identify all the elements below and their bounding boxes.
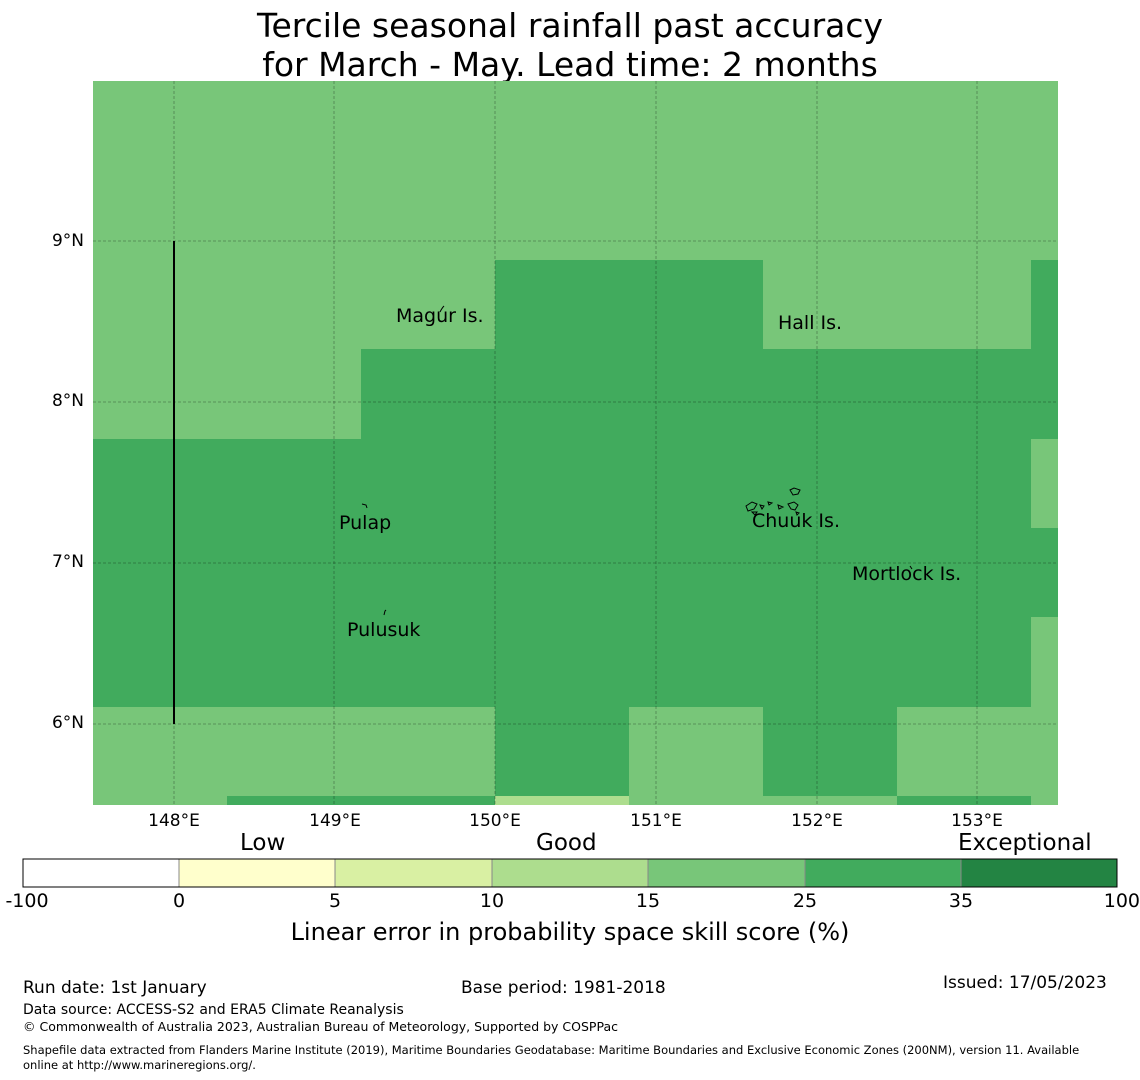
grid-cell bbox=[495, 260, 763, 796]
chart-title-line1: Tercile seasonal rainfall past accuracy bbox=[256, 6, 884, 45]
base-period: Base period: 1981-2018 bbox=[461, 978, 666, 998]
grid-cell bbox=[1031, 617, 1058, 804]
colorbar-segment bbox=[22, 858, 180, 888]
colorbar-tick-25: 25 bbox=[792, 890, 818, 912]
grid-cell bbox=[361, 349, 495, 439]
colorbar-title: Linear error in probability space skill … bbox=[290, 918, 850, 946]
grid-cell bbox=[1031, 260, 1058, 439]
category-label-exceptional: Exceptional bbox=[958, 830, 1092, 856]
lon-label-150e: 150°E bbox=[469, 811, 521, 831]
copyright: © Commonwealth of Australia 2023, Austra… bbox=[23, 1019, 618, 1034]
chuuk-lagoon-outline bbox=[745, 487, 801, 516]
colorbar-tick-35: 35 bbox=[948, 890, 974, 912]
place-label-pulusuk: Pulusuk bbox=[347, 619, 421, 641]
pulap-island-outline bbox=[361, 503, 368, 509]
place-label-mortlock: Mortlock Is. bbox=[852, 563, 962, 585]
colorbar-tick-15: 15 bbox=[635, 890, 661, 912]
colorbar-segment bbox=[178, 858, 336, 888]
lon-label-152e: 152°E bbox=[791, 811, 843, 831]
pulusuk-island-outline bbox=[383, 609, 387, 616]
run-date: Run date: 1st January bbox=[23, 978, 207, 998]
shapefile-credit-line1: Shapefile data extracted from Flanders M… bbox=[23, 1043, 1080, 1057]
colorbar-segment bbox=[804, 858, 962, 888]
category-label-low: Low bbox=[240, 830, 286, 856]
colorbar-tick-10: 10 bbox=[479, 890, 505, 912]
colorbar-tick-0: 0 bbox=[172, 890, 186, 912]
colorbar-frame bbox=[22, 858, 1118, 888]
place-label-hall: Hall Is. bbox=[778, 312, 843, 334]
colorbar bbox=[22, 858, 1118, 888]
place-label-pulap: Pulap bbox=[339, 512, 392, 534]
lat-label-9n: 9°N bbox=[51, 231, 84, 251]
lat-label-7n: 7°N bbox=[51, 552, 84, 572]
colorbar-segment bbox=[647, 858, 806, 888]
map-gridlines bbox=[93, 81, 1058, 805]
skill-grid bbox=[93, 81, 1058, 805]
lon-label-149e: 149°E bbox=[309, 811, 361, 831]
colorbar-tick-neg100: -100 bbox=[5, 890, 49, 912]
place-label-chuuk: Chuuk Is. bbox=[752, 510, 840, 532]
mortlock-island-outline bbox=[909, 565, 913, 570]
grid-cell bbox=[1031, 528, 1058, 617]
lat-label-8n: 8°N bbox=[51, 391, 84, 411]
magur-island-outline bbox=[439, 305, 445, 313]
grid-cell bbox=[897, 707, 1031, 796]
colorbar-segment bbox=[491, 858, 649, 888]
place-label-magur: Magur Is. bbox=[396, 305, 484, 327]
island-outlines bbox=[361, 305, 913, 616]
colorbar-tick-100: 100 bbox=[1103, 890, 1140, 912]
lon-label-153e: 153°E bbox=[951, 811, 1003, 831]
colorbar-segment bbox=[334, 858, 493, 888]
grid-cell bbox=[93, 439, 495, 707]
colorbar-segment bbox=[960, 858, 1118, 888]
chart-title-line2: for March - May. Lead time: 2 months bbox=[262, 45, 878, 84]
colorbar-tick-5: 5 bbox=[328, 890, 342, 912]
grid-cell bbox=[495, 796, 629, 805]
grid-cell bbox=[897, 796, 1031, 805]
grid-cell bbox=[629, 707, 763, 796]
lon-label-148e: 148°E bbox=[148, 811, 200, 831]
shapefile-credit-line2: online at http://www.marineregions.org/. bbox=[23, 1058, 256, 1072]
lat-label-6n: 6°N bbox=[51, 713, 84, 733]
lon-label-151e: 151°E bbox=[630, 811, 682, 831]
grid-cell bbox=[227, 796, 495, 805]
data-source: Data source: ACCESS-S2 and ERA5 Climate … bbox=[23, 1002, 404, 1018]
category-label-good: Good bbox=[536, 830, 597, 856]
issued-date: Issued: 17/05/2023 bbox=[943, 973, 1107, 993]
